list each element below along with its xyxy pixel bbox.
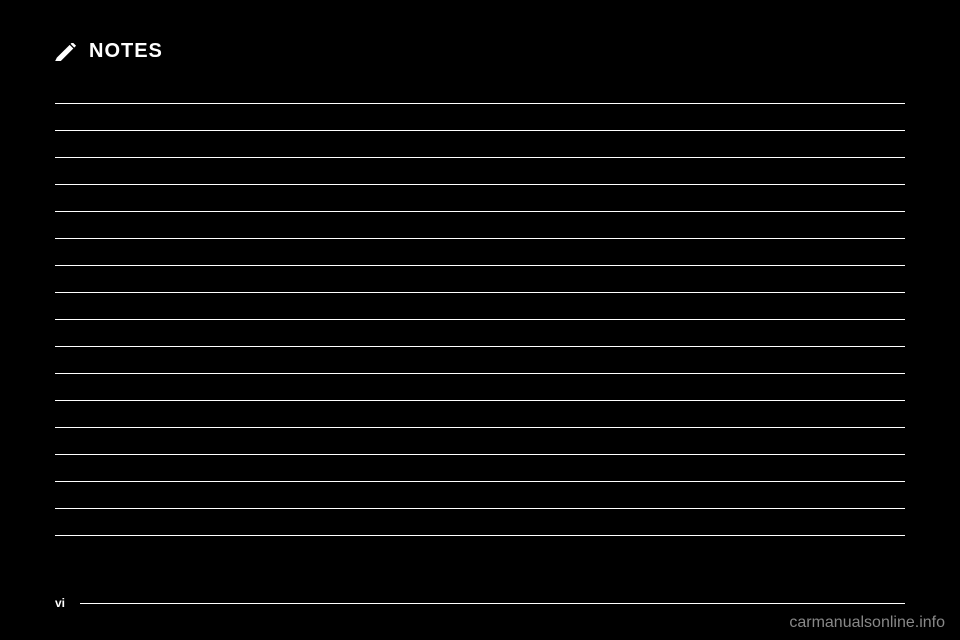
page-number: vi: [55, 596, 65, 610]
note-line: [55, 454, 905, 455]
note-line: [55, 130, 905, 131]
note-line: [55, 265, 905, 266]
note-line: [55, 508, 905, 509]
page-title: NOTES: [89, 40, 163, 63]
note-line: [55, 400, 905, 401]
note-line: [55, 157, 905, 158]
note-line: [55, 346, 905, 347]
footer-divider-line: [80, 603, 905, 604]
note-line: [55, 238, 905, 239]
note-line: [55, 373, 905, 374]
note-line: [55, 319, 905, 320]
note-line: [55, 292, 905, 293]
note-line: [55, 481, 905, 482]
watermark-text: carmanualsonline.info: [789, 614, 945, 632]
note-line: [55, 427, 905, 428]
note-line: [55, 103, 905, 104]
pencil-icon: [55, 43, 77, 61]
note-line: [55, 535, 905, 536]
note-line: [55, 211, 905, 212]
notes-page: NOTES vi: [0, 0, 960, 640]
note-lines-container: [55, 103, 905, 536]
page-footer: vi: [55, 596, 905, 610]
note-line: [55, 184, 905, 185]
page-header: NOTES: [55, 40, 905, 63]
